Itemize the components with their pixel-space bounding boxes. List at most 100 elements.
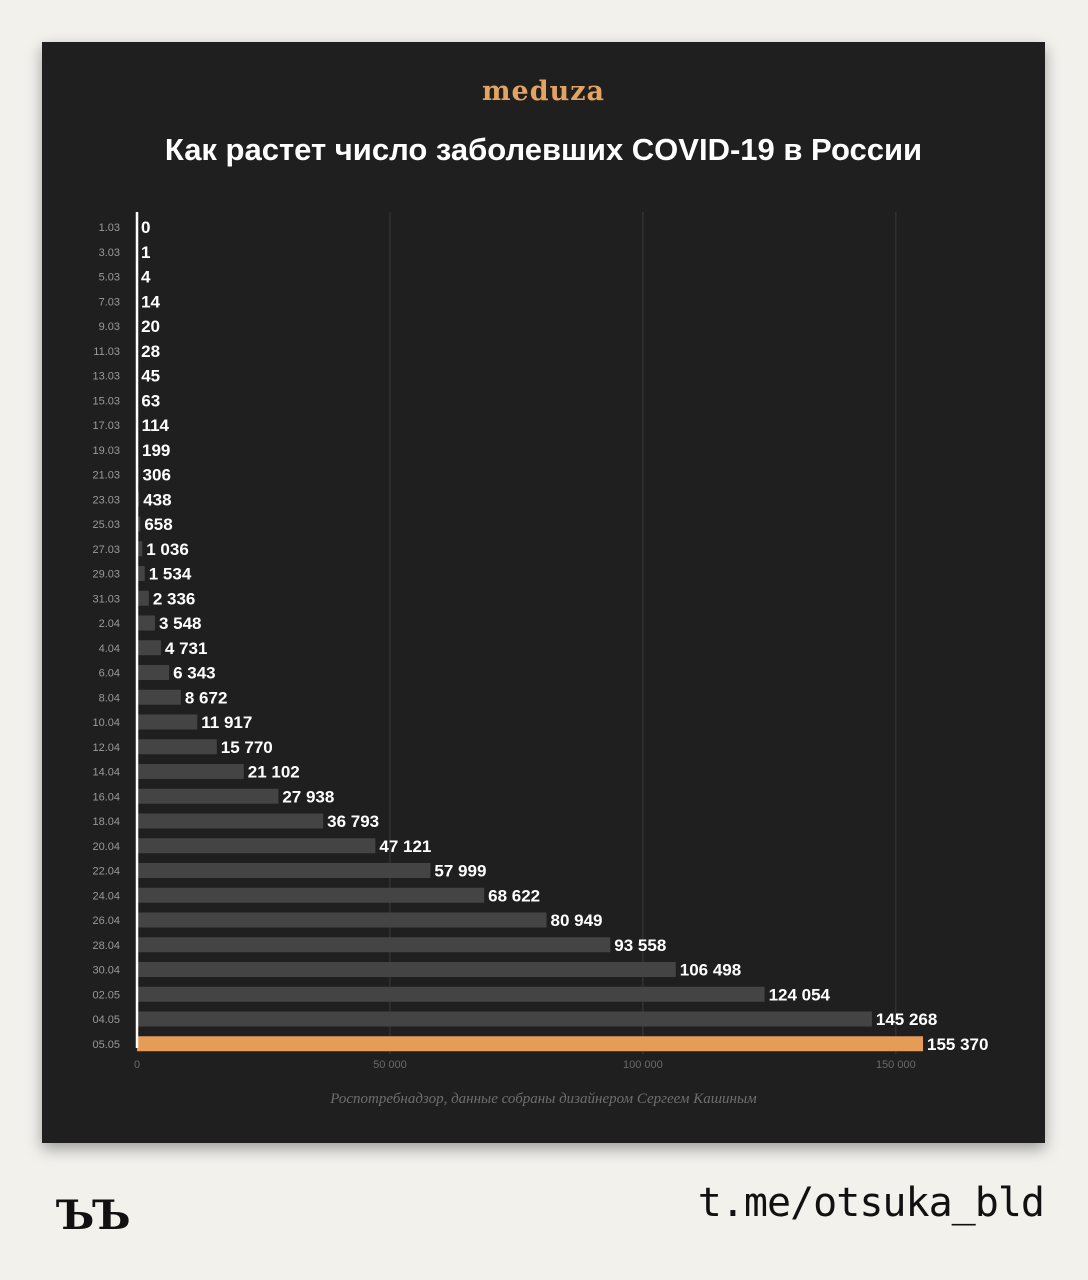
brand-logo: meduza: [481, 76, 606, 107]
category-label: 9.03: [99, 321, 120, 333]
value-label: 21 102: [248, 763, 300, 782]
value-label: 306: [143, 466, 171, 485]
category-label: 11.03: [93, 346, 120, 358]
category-label: 19.03: [92, 445, 120, 457]
value-label: 15 770: [221, 738, 273, 757]
category-label: 12.04: [92, 742, 120, 754]
value-label: 3 548: [159, 614, 202, 633]
value-label: 438: [143, 490, 171, 509]
bar: [137, 689, 181, 705]
category-label: 16.04: [92, 791, 120, 803]
category-label: 3.03: [99, 247, 120, 259]
category-label: 2.04: [99, 618, 120, 630]
value-label: 4 731: [165, 639, 208, 658]
bar: [137, 739, 217, 755]
bar: [137, 764, 244, 779]
bar: [137, 1036, 923, 1052]
category-label: 05.05: [92, 1039, 120, 1051]
category-label: 21.03: [92, 470, 120, 482]
chart-title: Как растет число заболевших COVID-19 в Р…: [164, 132, 923, 167]
footer-logo: ЪЪ: [56, 1192, 131, 1239]
category-label: 04.05: [92, 1014, 120, 1026]
bar: [137, 887, 485, 903]
category-label: 22.04: [92, 866, 120, 878]
value-label: 106 498: [680, 961, 741, 980]
category-label: 25.03: [92, 519, 120, 531]
category-label: 5.03: [99, 272, 120, 284]
value-label: 63: [141, 391, 160, 410]
category-label: 26.04: [92, 915, 120, 927]
category-label: 8.04: [99, 692, 120, 704]
source-note: Роспотребнадзор, данные собраны дизайнер…: [330, 1091, 757, 1107]
value-label: 4: [141, 268, 151, 287]
value-label: 145 268: [876, 1010, 937, 1029]
value-label: 36 793: [327, 812, 379, 831]
value-label: 47 121: [379, 837, 431, 856]
category-label: 13.03: [92, 371, 120, 383]
value-label: 80 949: [551, 911, 603, 930]
bar: [137, 640, 161, 656]
category-label: 10.04: [92, 717, 120, 729]
value-label: 1: [141, 243, 150, 262]
category-label: 28.04: [92, 940, 120, 952]
value-label: 114: [142, 416, 170, 435]
value-label: 6 343: [173, 664, 216, 683]
bar: [137, 838, 376, 854]
x-tick-label: 150 000: [876, 1059, 916, 1071]
value-label: 45: [141, 367, 160, 386]
category-label: 18.04: [92, 816, 120, 828]
category-label: 6.04: [99, 668, 120, 680]
category-label: 23.03: [92, 494, 120, 506]
x-tick-label: 50 000: [373, 1059, 407, 1071]
value-label: 0: [141, 218, 150, 237]
chart-card: meduza Как растет число заболевших COVID…: [42, 42, 1045, 1143]
bar: [137, 566, 145, 581]
category-label: 02.05: [92, 989, 120, 1001]
value-label: 20: [141, 317, 160, 336]
x-tick-label: 0: [134, 1059, 140, 1071]
category-label: 7.03: [99, 296, 120, 308]
bar: [137, 912, 547, 928]
value-label: 27 938: [282, 787, 334, 806]
category-label: 4.04: [99, 643, 120, 655]
bar: [137, 937, 611, 953]
category-label: 27.03: [92, 544, 120, 556]
category-label: 24.04: [92, 890, 120, 902]
value-label: 68 622: [488, 886, 540, 905]
value-label: 11 917: [201, 713, 252, 732]
category-label: 14.04: [92, 767, 120, 779]
value-label: 155 370: [927, 1035, 988, 1054]
value-label: 124 054: [769, 985, 831, 1004]
category-label: 29.03: [92, 569, 120, 581]
value-label: 28: [141, 342, 160, 361]
bar: [137, 863, 431, 878]
bar: [137, 813, 324, 829]
bar: [137, 962, 676, 977]
bar: [137, 986, 765, 1002]
bar: [137, 615, 155, 631]
bar: [137, 516, 141, 532]
x-tick-label: 100 000: [623, 1059, 663, 1071]
bar: [137, 714, 198, 730]
value-label: 57 999: [434, 862, 486, 881]
category-label: 20.04: [92, 841, 120, 853]
bar: [137, 541, 143, 557]
value-label: 14: [141, 292, 160, 311]
value-label: 1 534: [149, 565, 192, 584]
category-label: 15.03: [92, 395, 120, 407]
value-label: 658: [144, 515, 172, 534]
bar: [137, 1011, 872, 1027]
footer-handle[interactable]: t.me/otsuka_bld: [697, 1180, 1045, 1226]
bar: [137, 665, 170, 680]
category-label: 17.03: [92, 420, 120, 432]
category-label: 31.03: [92, 593, 120, 605]
value-label: 199: [142, 441, 170, 460]
value-label: 93 558: [614, 936, 666, 955]
category-label: 30.04: [92, 965, 120, 977]
value-label: 1 036: [146, 540, 189, 559]
value-label: 8 672: [185, 688, 228, 707]
category-label: 1.03: [99, 222, 120, 234]
value-label: 2 336: [153, 589, 196, 608]
bar: [137, 590, 149, 606]
